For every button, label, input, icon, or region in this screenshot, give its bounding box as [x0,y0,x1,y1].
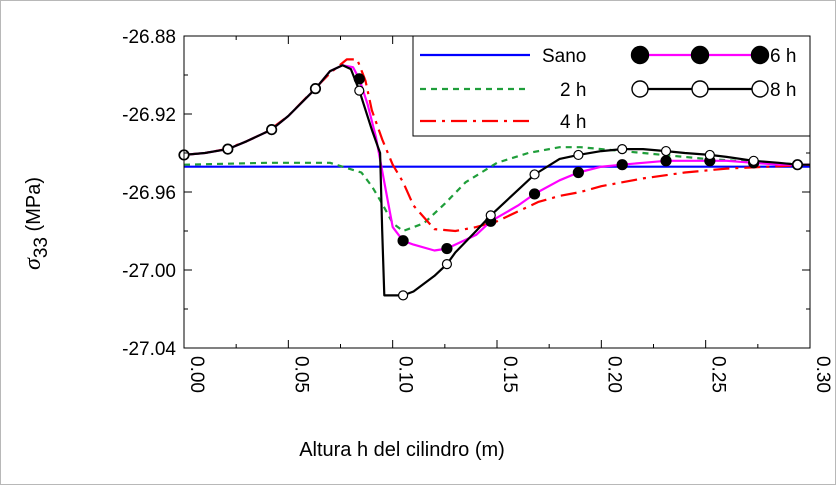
y-axis-label: σ33 (MPa) [20,177,52,270]
legend-marker [750,45,770,65]
data-point-8-h [704,149,715,161]
data-point-8-h [660,145,672,157]
y-tick-label: -27.00 [122,261,176,282]
data-point-6-h [616,159,628,171]
legend-label: 6 h [770,46,796,67]
series-line-2-h [184,146,810,233]
legend: Sano 2 h 4 h 6 h 8 h [412,35,811,137]
data-point-8-h [617,144,628,155]
data-point-6-h [397,235,409,247]
data-point-6-h [441,242,453,255]
x-tick-label: 0.05 [290,356,311,393]
data-point-8-h [441,259,453,270]
x-tick-label: 0.30 [812,356,833,393]
data-point-8-h [398,290,409,301]
data-point-8-h [222,144,233,155]
y-tick-label: -26.88 [122,27,176,48]
axis-layer: -26.88 -26.92 -26.96 -27.00 -27.04 0.00 0.05 0.… [20,27,833,461]
data-point-8-h [792,159,803,170]
series-line-4-h [184,58,810,233]
x-tick-label: 0.10 [395,356,416,393]
legend-label: 2 h [560,80,586,101]
x-tick-label: 0.25 [708,356,729,393]
x-axis-label: Altura h del cilindro (m) [299,439,505,461]
data-point-8-h [354,85,365,96]
legend-label: 8 h [770,80,796,101]
legend-marker [751,80,769,98]
x-tick-label: 0.00 [186,356,207,393]
data-point-8-h [485,210,496,221]
y-axis-unit: (MPa) [23,177,45,237]
legend-marker [630,45,650,65]
data-point-6-h [528,188,541,200]
marker-layer [178,73,804,301]
legend-label: 4 h [560,112,586,133]
data-point-8-h [573,149,584,161]
data-point-8-h [529,169,540,180]
data-point-8-h [310,83,321,94]
legend-marker [631,80,649,98]
data-point-6-h [353,73,365,85]
legend-marker [690,45,710,65]
y-tick-label: -26.92 [122,105,176,126]
y-axis-subscript: 33 [31,237,52,258]
x-tick-label: 0.15 [499,356,520,393]
data-point-8-h [748,155,759,166]
legend-label: Sano [542,46,586,67]
y-tick-label: -26.96 [122,183,176,204]
legend-box [412,35,811,137]
data-point-6-h [660,155,672,167]
y-tick-label: -27.04 [122,339,176,360]
y-axis-symbol: σ [20,257,46,270]
data-point-8-h [266,124,277,135]
x-tick-label: 0.20 [603,356,624,393]
legend-marker [691,80,709,98]
data-point-6-h [572,166,584,179]
